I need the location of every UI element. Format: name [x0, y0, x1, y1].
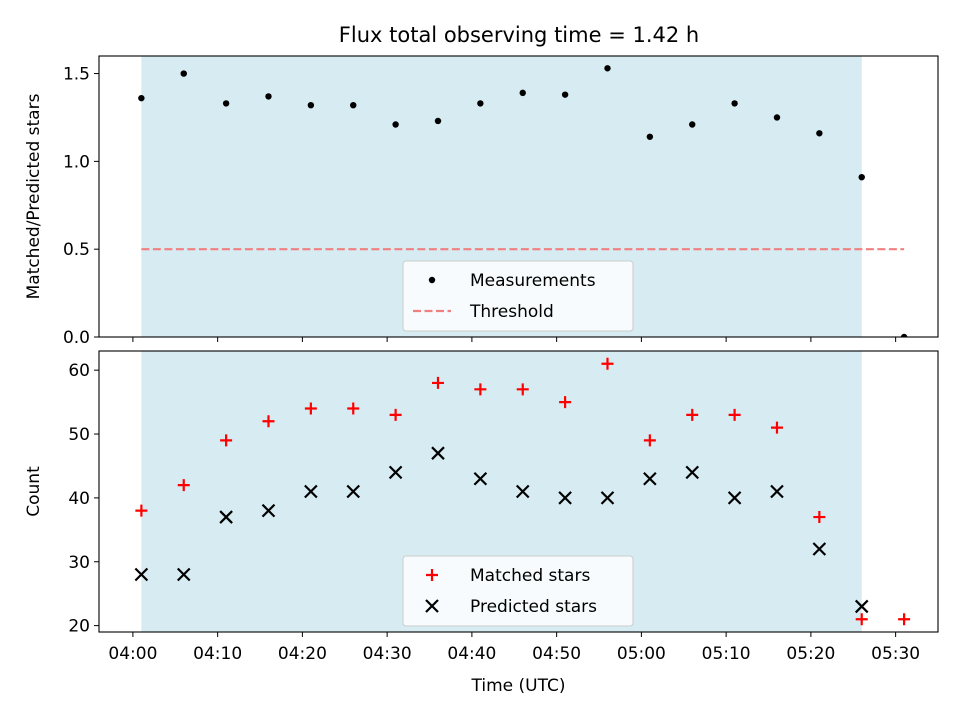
x-tick-label: 04:50	[532, 644, 581, 664]
measurement-point	[773, 114, 781, 121]
predicted-star-point	[643, 471, 657, 486]
legend-box	[402, 260, 634, 332]
matched-star-point	[516, 383, 529, 396]
matched-star-point	[559, 396, 572, 409]
y-tick-label: 60	[68, 361, 90, 381]
matched-star-point	[220, 434, 233, 447]
x-tick-label: 04:20	[278, 644, 327, 664]
legend-plus-swatch	[426, 569, 438, 581]
predicted-star-point	[431, 446, 445, 460]
data-points	[134, 357, 911, 626]
legend-x-swatch	[425, 599, 439, 613]
legend-label: Matched stars	[470, 566, 590, 586]
matched-star-point	[431, 376, 444, 389]
measurement-point	[858, 173, 865, 181]
measurement-point	[434, 117, 442, 125]
measurement-point	[519, 89, 526, 97]
measurement-point	[265, 93, 272, 100]
measurement-point	[477, 100, 484, 107]
predicted-star-point	[685, 465, 700, 480]
data-points	[138, 65, 908, 337]
measurement-point	[604, 65, 611, 72]
predicted-star-point	[854, 599, 869, 614]
y-tick-label: 20	[68, 617, 90, 637]
measurement-point	[561, 91, 569, 98]
x-axis-title: Time (UTC)	[471, 676, 566, 696]
y-tick-label: 30	[68, 553, 90, 573]
figure-title: Flux total observing time = 1.42 h	[339, 23, 699, 47]
legend-label: Threshold	[469, 302, 554, 322]
matched-star-point	[813, 511, 826, 524]
predicted-star-point	[558, 491, 572, 505]
measurement-point	[646, 133, 654, 140]
y-tick-label: 0.0	[63, 328, 90, 348]
matched-star-point	[898, 613, 911, 626]
matched-star-point	[686, 408, 699, 421]
x-tick-label: 04:30	[363, 644, 412, 664]
predicted-star-point	[600, 491, 615, 505]
predicted-star-point	[770, 484, 784, 499]
measurement-point	[138, 94, 145, 102]
matched-star-point	[177, 479, 190, 492]
measurement-point	[222, 100, 230, 107]
x-tick-label: 04:10	[193, 644, 242, 664]
predicted-star-point	[176, 567, 191, 582]
predicted-star-point	[727, 491, 742, 505]
predicted-star-point	[388, 465, 403, 480]
x-tick-label: 05:30	[871, 644, 920, 664]
x-tick-label: 04:00	[108, 644, 157, 664]
legend-box	[402, 555, 634, 627]
y-tick-label: 40	[68, 489, 90, 509]
matched-star-point	[855, 613, 868, 626]
y-axis-title: Count	[24, 466, 44, 517]
x-tick-label: 05:00	[617, 644, 666, 664]
measurement-point	[350, 101, 357, 109]
top-panel: 0.0 0.5 1.0 1.5 Matched/Predicted stars Measu…	[24, 55, 939, 348]
measurement-point	[307, 101, 315, 109]
matched-star-point	[389, 408, 402, 421]
legend: Matched stars Predicted stars	[402, 555, 634, 627]
measurement-point	[900, 333, 908, 337]
legend-dot-swatch	[428, 276, 436, 284]
x-tick-label: 04:40	[447, 644, 496, 664]
measurement-point	[816, 130, 823, 137]
y-tick-label: 1.5	[63, 65, 90, 85]
predicted-star-point	[304, 484, 318, 499]
predicted-star-point	[812, 542, 827, 556]
predicted-star-point	[134, 567, 149, 582]
axes-frame	[98, 350, 939, 633]
measurement-point	[392, 121, 399, 128]
x-tick-label: 05:10	[702, 644, 751, 664]
x-tick-label: 05:20	[786, 644, 835, 664]
y-tick-label: 50	[68, 425, 90, 445]
legend-label: Predicted stars	[470, 597, 597, 617]
matched-star-point	[262, 415, 275, 428]
matched-star-point	[135, 504, 148, 517]
predicted-star-point	[261, 503, 276, 518]
matched-star-point	[304, 402, 317, 415]
predicted-star-point	[346, 484, 361, 499]
matched-star-point	[770, 421, 783, 434]
predicted-star-point	[473, 471, 488, 486]
measurement-point	[180, 70, 187, 77]
predicted-star-point	[219, 510, 233, 524]
legend: Measurements Threshold	[402, 260, 634, 332]
matched-star-point	[347, 402, 360, 415]
matched-star-point	[728, 408, 741, 421]
y-tick-label: 1.0	[63, 152, 90, 172]
bottom-panel: 20 30 40 50 60 04:00 04:10 04:20 04:30 04:40 04:50…	[24, 350, 939, 696]
matched-star-point	[601, 357, 614, 370]
matched-star-point	[643, 434, 656, 447]
y-axis-title: Matched/Predicted stars	[24, 93, 44, 299]
legend-label: Measurements	[470, 271, 596, 291]
measurement-point	[689, 121, 696, 128]
y-tick-label: 0.5	[63, 240, 90, 260]
measurement-point	[731, 100, 738, 107]
predicted-star-point	[515, 484, 530, 499]
matched-star-point	[474, 383, 487, 396]
axes-frame	[98, 55, 939, 338]
